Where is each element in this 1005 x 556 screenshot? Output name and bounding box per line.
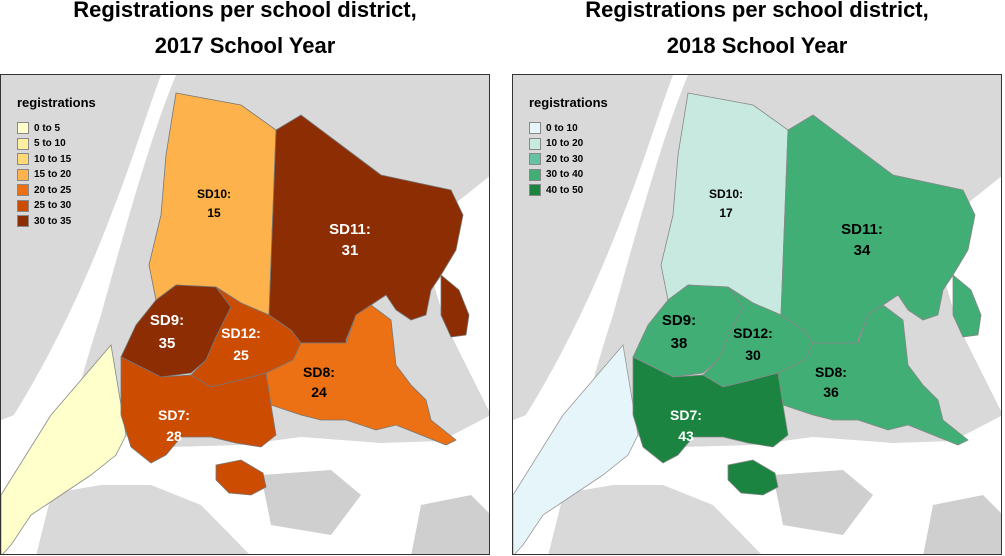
- legend-item: 5 to 10: [17, 137, 71, 151]
- legend-item: 40 to 50: [529, 183, 583, 197]
- legend-swatch: [17, 184, 29, 196]
- land: [261, 470, 361, 535]
- district-label-sd10-name: SD10:: [197, 187, 231, 201]
- district-label-sd8-value: 24: [311, 384, 327, 400]
- district-label-sd8-name: SD8:: [815, 364, 847, 380]
- district-sd10: [660, 92, 789, 316]
- map-title-2018: Registrations per school district, 2018 …: [512, 0, 1002, 58]
- district-sd11-peninsula: [440, 274, 470, 338]
- legend-swatch: [17, 215, 29, 227]
- map-title-line2: 2018 School Year: [666, 33, 848, 58]
- legend-item: 25 to 30: [17, 199, 71, 213]
- map-title-line1: Registrations per school district,: [585, 0, 929, 22]
- district-sd7-island: [215, 459, 267, 496]
- legend-label: 20 to 25: [34, 184, 72, 196]
- legend-swatch: [17, 153, 29, 165]
- legend-label: 20 to 30: [546, 153, 584, 165]
- district-label-sd12-name: SD12:: [733, 325, 773, 341]
- district-sd10: [148, 92, 277, 316]
- district-label-sd7-name: SD7:: [670, 407, 702, 423]
- legend-item: 15 to 20: [17, 168, 71, 182]
- legend: 0 to 10 10 to 20 20 to 30 30 to 40 40 to…: [529, 121, 583, 199]
- district-label-sd7-value: 43: [678, 428, 694, 444]
- legend-item: 30 to 35: [17, 214, 71, 228]
- district-label-sd12-value: 25: [233, 347, 249, 363]
- district-sd11-peninsula: [952, 274, 982, 338]
- legend-label: 40 to 50: [546, 184, 584, 196]
- district-label-sd9-name: SD9:: [662, 312, 696, 329]
- district-sd7-island: [727, 459, 779, 496]
- district-label-sd7-name: SD7:: [158, 407, 190, 423]
- district-label-sd10-value: 17: [719, 206, 733, 220]
- district-manhattan: [513, 344, 639, 554]
- legend-title: registrations: [17, 95, 96, 110]
- legend-swatch: [17, 122, 29, 134]
- legend-label: 5 to 10: [34, 138, 66, 149]
- legend-swatch: [529, 153, 541, 165]
- land: [773, 470, 873, 535]
- legend-item: 0 to 10: [529, 121, 583, 135]
- legend: 0 to 5 5 to 10 10 to 15 15 to 20 20 to 2…: [17, 121, 71, 230]
- legend-item: 10 to 20: [529, 137, 583, 151]
- legend-item: 0 to 5: [17, 121, 71, 135]
- legend-item: 20 to 30: [529, 152, 583, 166]
- district-label-sd11-name: SD11:: [329, 221, 371, 238]
- district-sd8: [777, 304, 969, 446]
- legend-label: 10 to 20: [546, 138, 584, 149]
- district-label-sd8-value: 36: [823, 384, 839, 400]
- map-panel-2017: SD10: 15 SD11: 31 SD9: 35 SD12: 25 SD8: …: [0, 74, 490, 555]
- district-label-sd8-name: SD8:: [303, 364, 335, 380]
- map-title-line2: 2017 School Year: [154, 33, 336, 58]
- map-canvas: SD10: 17 SD11: 34 SD9: 38 SD12: 30 SD8: …: [513, 75, 1001, 554]
- legend-item: 20 to 25: [17, 183, 71, 197]
- legend-label: 25 to 30: [34, 200, 72, 211]
- legend-swatch: [17, 168, 29, 181]
- district-label-sd9-value: 38: [671, 335, 688, 352]
- legend-label: 10 to 15: [34, 153, 72, 165]
- district-sd8: [265, 304, 457, 446]
- legend-label: 15 to 20: [34, 169, 72, 180]
- district-sd7: [632, 356, 789, 464]
- map-title-2017: Registrations per school district, 2017 …: [0, 0, 490, 58]
- district-label-sd11-name: SD11:: [841, 221, 883, 238]
- land: [923, 495, 1001, 554]
- legend-title: registrations: [529, 95, 608, 110]
- legend-swatch: [529, 168, 541, 181]
- legend-item: 10 to 15: [17, 152, 71, 166]
- district-label-sd10-name: SD10:: [709, 187, 743, 201]
- district-label-sd11-value: 34: [854, 242, 871, 259]
- legend-label: 30 to 40: [546, 169, 584, 180]
- district-label-sd7-value: 28: [166, 428, 182, 444]
- map-canvas: SD10: 15 SD11: 31 SD9: 35 SD12: 25 SD8: …: [1, 75, 489, 554]
- legend-swatch: [529, 122, 541, 134]
- district-manhattan: [1, 344, 127, 554]
- district-sd7: [120, 356, 277, 464]
- legend-swatch: [529, 184, 541, 196]
- legend-label: 30 to 35: [34, 215, 72, 227]
- map-title-line1: Registrations per school district,: [73, 0, 417, 22]
- land: [411, 495, 489, 554]
- legend-label: 0 to 5: [34, 122, 61, 134]
- district-label-sd11-value: 31: [342, 242, 359, 259]
- legend-item: 30 to 40: [529, 168, 583, 182]
- district-label-sd9-name: SD9:: [150, 312, 184, 329]
- district-label-sd12-value: 30: [745, 347, 761, 363]
- legend-swatch: [17, 137, 29, 150]
- legend-swatch: [17, 199, 29, 212]
- district-label-sd12-name: SD12:: [221, 325, 261, 341]
- district-label-sd10-value: 15: [207, 206, 221, 220]
- legend-label: 0 to 10: [546, 122, 578, 134]
- map-panel-2018: SD10: 17 SD11: 34 SD9: 38 SD12: 30 SD8: …: [512, 74, 1002, 555]
- district-label-sd9-value: 35: [159, 335, 176, 352]
- legend-swatch: [529, 137, 541, 150]
